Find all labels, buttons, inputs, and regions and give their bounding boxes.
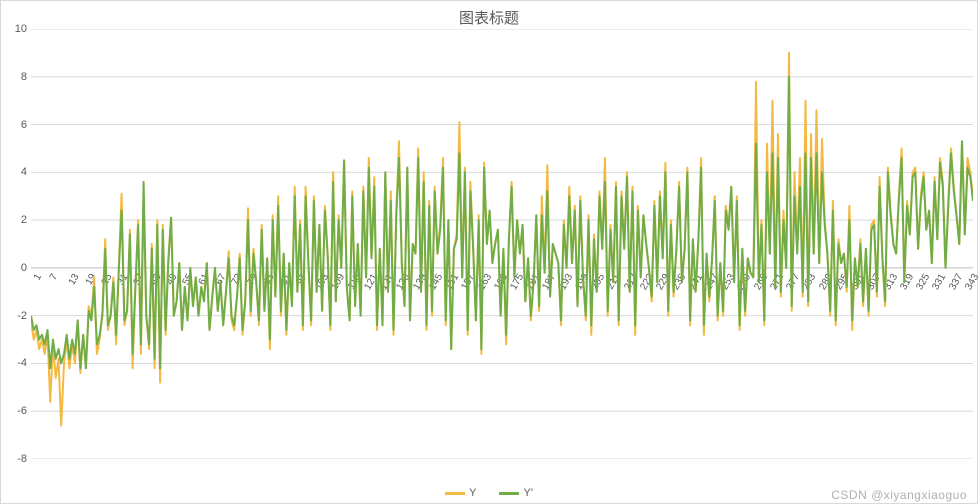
y-tick-label: -2 xyxy=(5,310,27,322)
y-tick-label: 8 xyxy=(5,71,27,83)
legend-item-y: Y xyxy=(445,487,476,499)
y-tick-label: -8 xyxy=(5,453,27,465)
legend-label-yprime: Y' xyxy=(523,487,532,499)
chart-title: 图表标题 xyxy=(1,7,977,28)
y-tick-label: 0 xyxy=(5,262,27,274)
y-tick-label: 4 xyxy=(5,166,27,178)
legend-label-y: Y xyxy=(469,487,476,499)
series-line-Y' xyxy=(31,77,973,368)
chart-container: 图表标题 -8-6-4-20246810 1713192531374349556… xyxy=(0,0,978,504)
legend-swatch-yprime xyxy=(499,492,519,495)
y-tick-label: 10 xyxy=(5,23,27,35)
y-tick-label: -4 xyxy=(5,357,27,369)
legend-swatch-y xyxy=(445,492,465,495)
y-tick-label: 2 xyxy=(5,214,27,226)
y-tick-label: -6 xyxy=(5,405,27,417)
y-tick-label: 6 xyxy=(5,119,27,131)
watermark: CSDN @xiyangxiaoguo xyxy=(831,488,967,502)
plot-area xyxy=(31,29,973,459)
legend-item-yprime: Y' xyxy=(499,487,532,499)
